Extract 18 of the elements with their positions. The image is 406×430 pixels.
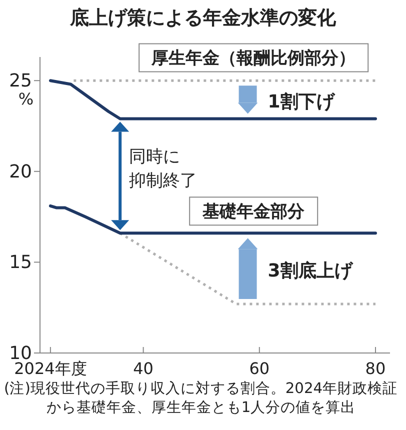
x-tick-label: 80 bbox=[365, 359, 386, 378]
x-tick-label: 60 bbox=[249, 359, 270, 378]
line-series bbox=[48, 79, 377, 120]
annotation: 同時に bbox=[129, 146, 180, 167]
annotation: 抑制終了 bbox=[129, 170, 198, 191]
y-axis-title: % bbox=[18, 90, 34, 109]
annotation: 1割下げ bbox=[268, 92, 336, 113]
line-series bbox=[48, 204, 377, 235]
text: 厚生年金（報酬比例部分） bbox=[150, 48, 356, 69]
y-tick-label: 15 bbox=[9, 252, 32, 274]
x-tick-label: 40 bbox=[133, 359, 154, 378]
x-tick-label: 2024年度 bbox=[14, 359, 87, 378]
y-tick-label: 20 bbox=[9, 161, 32, 182]
chart-title: 底上げ策による年金水準の変化 bbox=[69, 7, 337, 29]
y-tick-label: 25 bbox=[9, 70, 32, 92]
text: (注)現役世代の手取り収入に対する割合。2024年財政検証から基礎年金、厚生年金とも1人分の値を算出 bbox=[4, 379, 399, 417]
series-label: 基礎年金部分 bbox=[202, 202, 306, 222]
annotation: 3割底上げ bbox=[268, 260, 354, 282]
